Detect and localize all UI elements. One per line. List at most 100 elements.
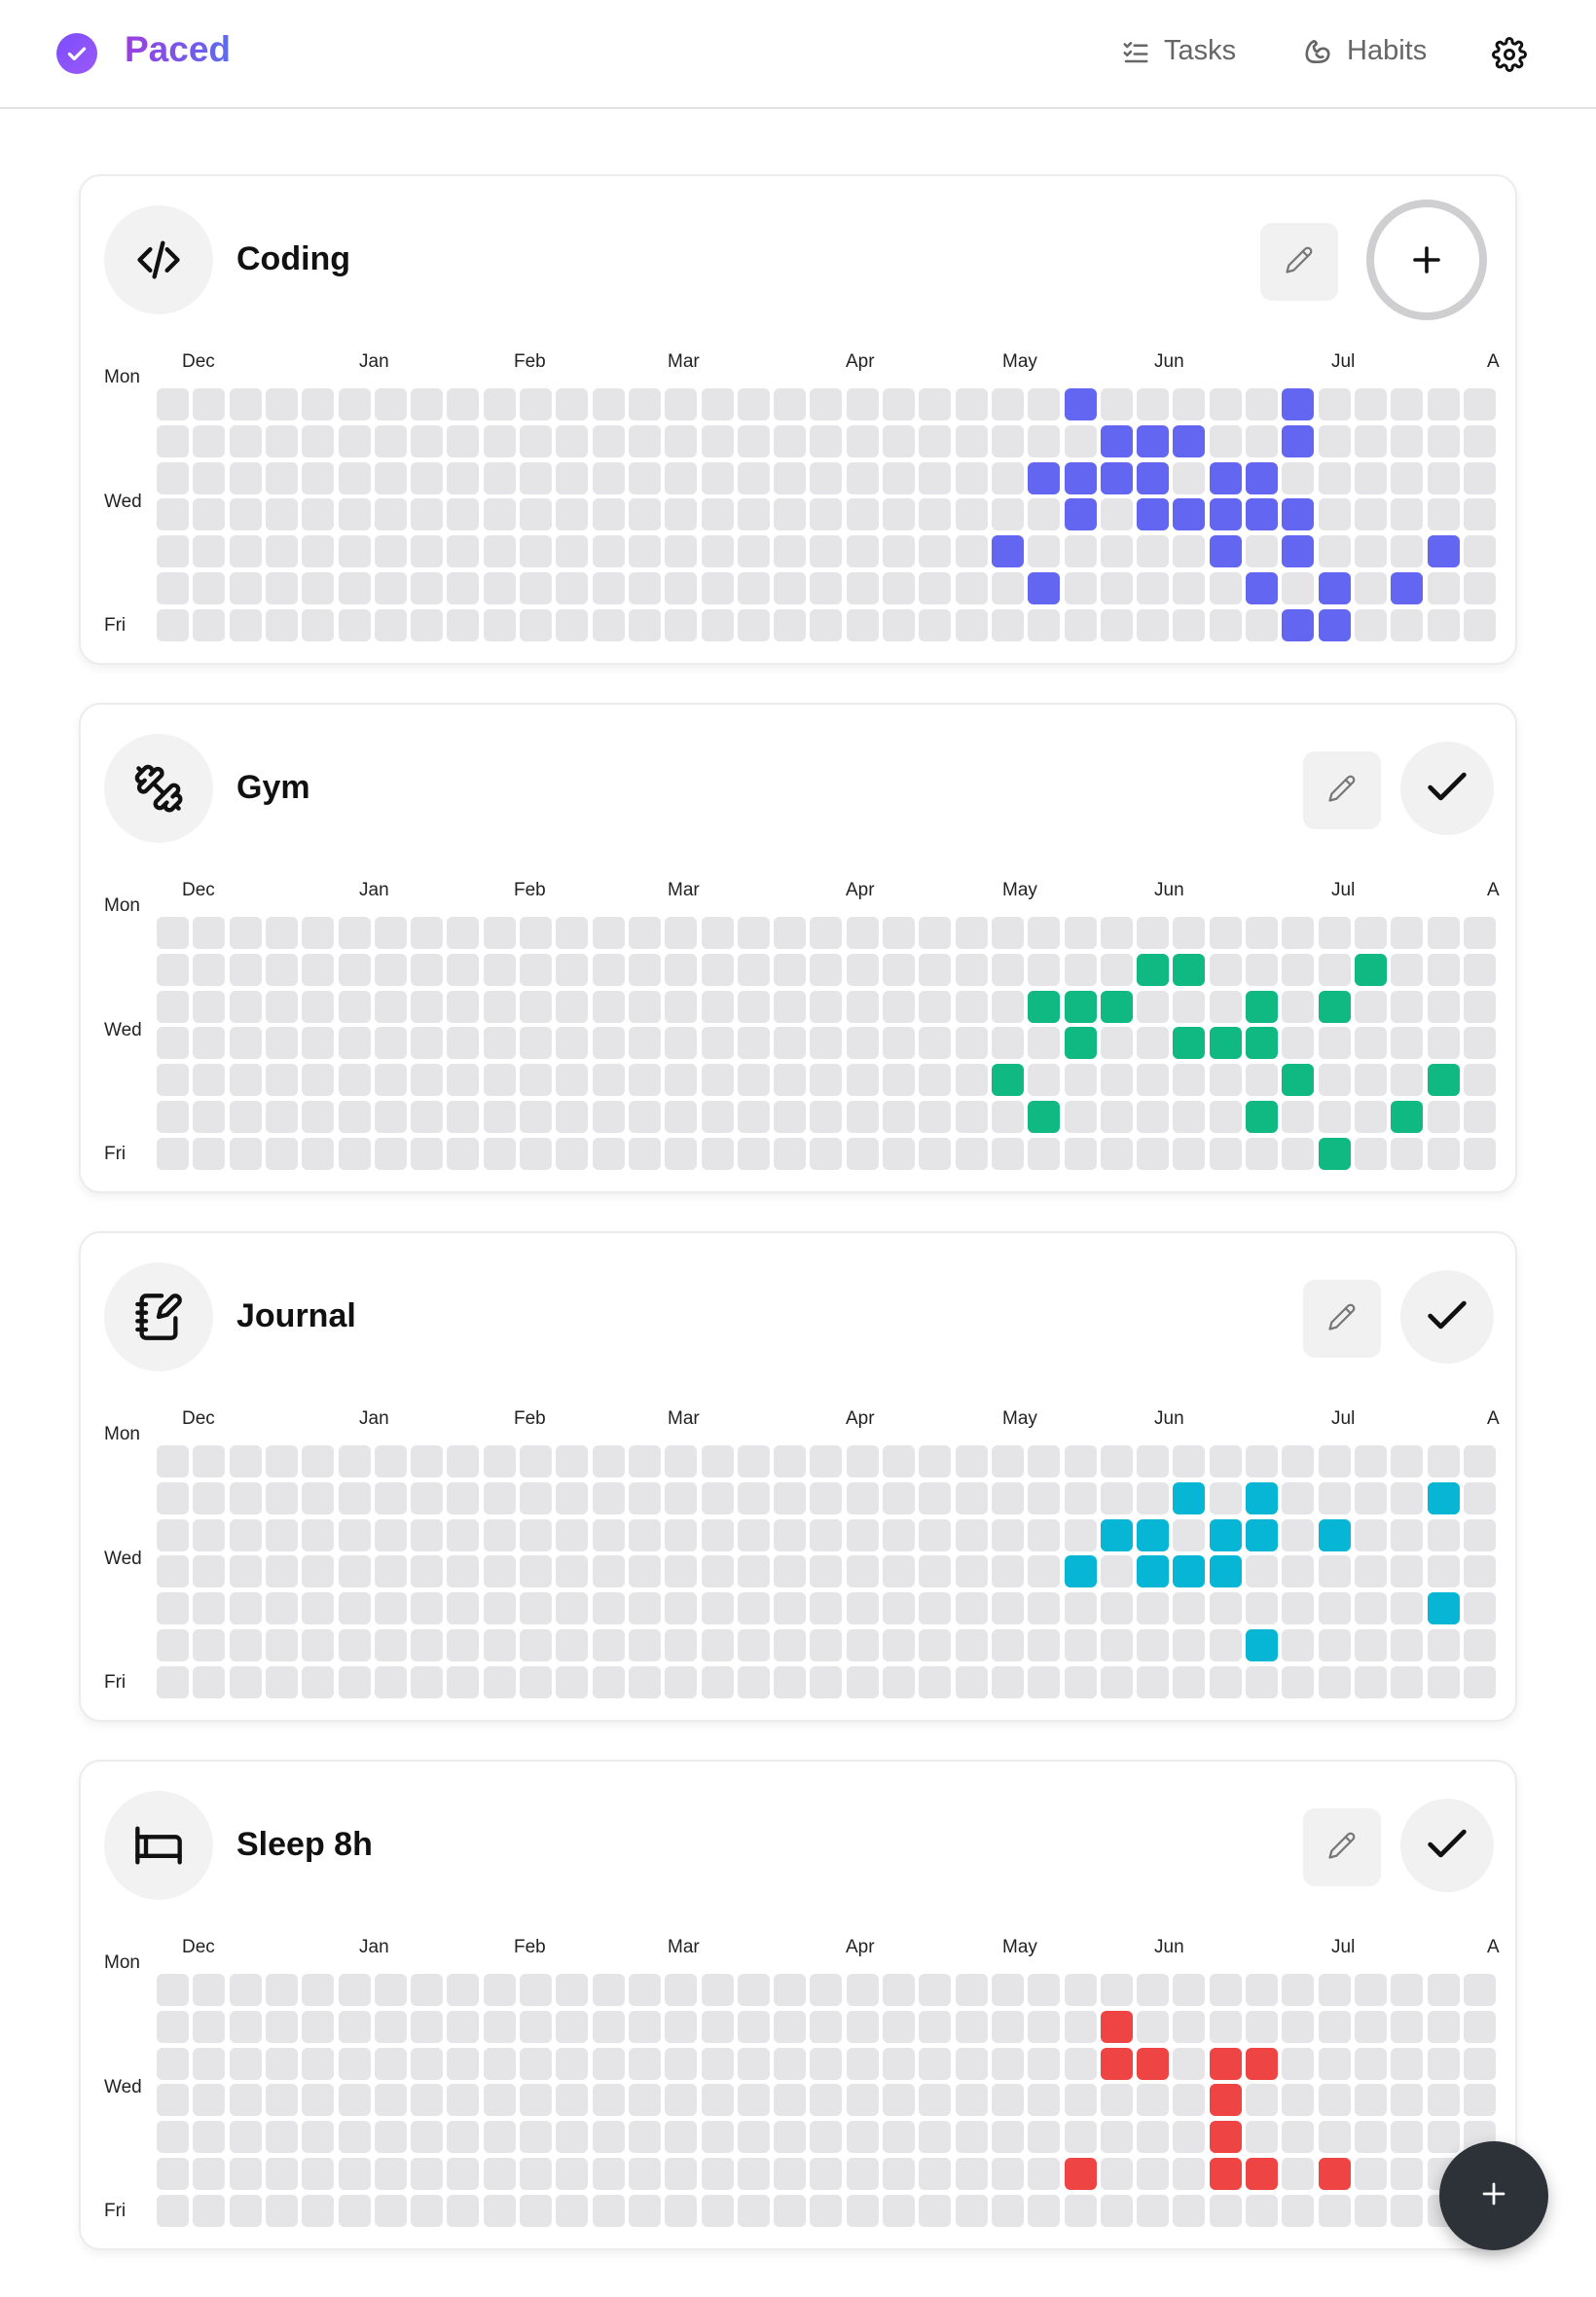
day-cell[interactable] — [520, 1555, 552, 1588]
day-cell[interactable] — [665, 498, 698, 531]
day-cell[interactable] — [157, 2194, 189, 2227]
day-cell[interactable] — [1028, 1027, 1061, 1060]
day-cell[interactable] — [1137, 608, 1170, 641]
day-cell[interactable] — [157, 498, 189, 531]
day-cell[interactable] — [991, 917, 1024, 949]
day-cell[interactable] — [520, 2121, 552, 2154]
mark-done-button[interactable] — [1400, 742, 1494, 835]
day-cell[interactable] — [1354, 2194, 1387, 2227]
day-cell[interactable] — [338, 1592, 371, 1625]
day-cell[interactable] — [810, 953, 843, 986]
day-cell[interactable] — [883, 1445, 915, 1477]
day-cell[interactable] — [556, 2194, 589, 2227]
day-cell[interactable] — [193, 1445, 226, 1477]
day-cell-completed[interactable] — [1282, 1064, 1315, 1097]
day-cell[interactable] — [1028, 1665, 1061, 1698]
day-cell[interactable] — [1318, 461, 1351, 494]
day-cell[interactable] — [1100, 608, 1133, 641]
day-cell[interactable] — [193, 2047, 226, 2080]
day-cell[interactable] — [374, 917, 407, 949]
day-cell[interactable] — [374, 572, 407, 604]
day-cell[interactable] — [592, 461, 625, 494]
day-cell[interactable] — [556, 2121, 589, 2154]
day-cell[interactable] — [665, 1137, 698, 1170]
day-cell[interactable] — [919, 1592, 952, 1625]
day-cell[interactable] — [374, 498, 407, 531]
day-cell-completed[interactable] — [1209, 461, 1242, 494]
day-cell[interactable] — [374, 1481, 407, 1514]
day-cell[interactable] — [955, 1481, 988, 1514]
day-cell[interactable] — [229, 1481, 262, 1514]
day-cell[interactable] — [193, 1064, 226, 1097]
day-cell[interactable] — [1137, 1592, 1170, 1625]
day-cell[interactable] — [955, 2121, 988, 2154]
day-cell[interactable] — [1282, 1027, 1315, 1060]
day-cell[interactable] — [1064, 535, 1097, 568]
day-cell[interactable] — [1064, 1592, 1097, 1625]
day-cell[interactable] — [157, 2121, 189, 2154]
day-cell[interactable] — [157, 572, 189, 604]
day-cell[interactable] — [1282, 917, 1315, 949]
day-cell[interactable] — [229, 572, 262, 604]
day-cell[interactable] — [919, 608, 952, 641]
day-cell[interactable] — [701, 1974, 734, 2006]
day-cell[interactable] — [665, 1555, 698, 1588]
day-cell[interactable] — [737, 953, 770, 986]
day-cell[interactable] — [955, 1629, 988, 1661]
day-cell[interactable] — [1391, 1592, 1424, 1625]
day-cell[interactable] — [483, 1137, 516, 1170]
day-cell[interactable] — [520, 608, 552, 641]
day-cell[interactable] — [483, 424, 516, 457]
day-cell-completed[interactable] — [1173, 1027, 1206, 1060]
day-cell[interactable] — [1463, 2084, 1496, 2117]
day-cell[interactable] — [1137, 1974, 1170, 2006]
day-cell-completed[interactable] — [1137, 1518, 1170, 1551]
day-cell[interactable] — [1209, 388, 1242, 420]
day-cell[interactable] — [774, 608, 807, 641]
day-cell[interactable] — [592, 535, 625, 568]
day-cell[interactable] — [1028, 1064, 1061, 1097]
day-cell[interactable] — [1137, 917, 1170, 949]
day-cell[interactable] — [955, 2158, 988, 2190]
day-cell[interactable] — [1427, 1555, 1460, 1588]
day-cell[interactable] — [157, 1974, 189, 2006]
day-cell[interactable] — [1100, 1027, 1133, 1060]
day-cell[interactable] — [1427, 1518, 1460, 1551]
day-cell[interactable] — [1354, 535, 1387, 568]
day-cell[interactable] — [846, 1518, 879, 1551]
day-cell[interactable] — [265, 1064, 298, 1097]
day-cell[interactable] — [737, 1629, 770, 1661]
day-cell[interactable] — [411, 424, 444, 457]
day-cell[interactable] — [737, 608, 770, 641]
day-cell[interactable] — [592, 1629, 625, 1661]
day-cell[interactable] — [991, 1137, 1024, 1170]
day-cell[interactable] — [265, 424, 298, 457]
day-cell[interactable] — [193, 1592, 226, 1625]
day-cell[interactable] — [628, 1064, 661, 1097]
day-cell[interactable] — [447, 953, 480, 986]
day-cell[interactable] — [1354, 1027, 1387, 1060]
day-cell[interactable] — [193, 424, 226, 457]
day-cell[interactable] — [1391, 498, 1424, 531]
day-cell[interactable] — [1318, 388, 1351, 420]
day-cell[interactable] — [338, 1518, 371, 1551]
day-cell[interactable] — [1427, 990, 1460, 1023]
day-cell[interactable] — [1137, 1137, 1170, 1170]
day-cell[interactable] — [447, 1974, 480, 2006]
day-cell[interactable] — [955, 1101, 988, 1133]
day-cell[interactable] — [302, 1555, 335, 1588]
day-cell[interactable] — [302, 498, 335, 531]
day-cell[interactable] — [447, 608, 480, 641]
day-cell[interactable] — [556, 1027, 589, 1060]
day-cell-completed[interactable] — [1173, 953, 1206, 986]
day-cell[interactable] — [1209, 917, 1242, 949]
day-cell[interactable] — [411, 1665, 444, 1698]
day-cell[interactable] — [265, 1481, 298, 1514]
day-cell-completed[interactable] — [1209, 1555, 1242, 1588]
day-cell[interactable] — [737, 1592, 770, 1625]
day-cell[interactable] — [810, 608, 843, 641]
day-cell[interactable] — [483, 2010, 516, 2043]
day-cell[interactable] — [883, 1592, 915, 1625]
day-cell[interactable] — [883, 1555, 915, 1588]
day-cell[interactable] — [338, 2084, 371, 2117]
